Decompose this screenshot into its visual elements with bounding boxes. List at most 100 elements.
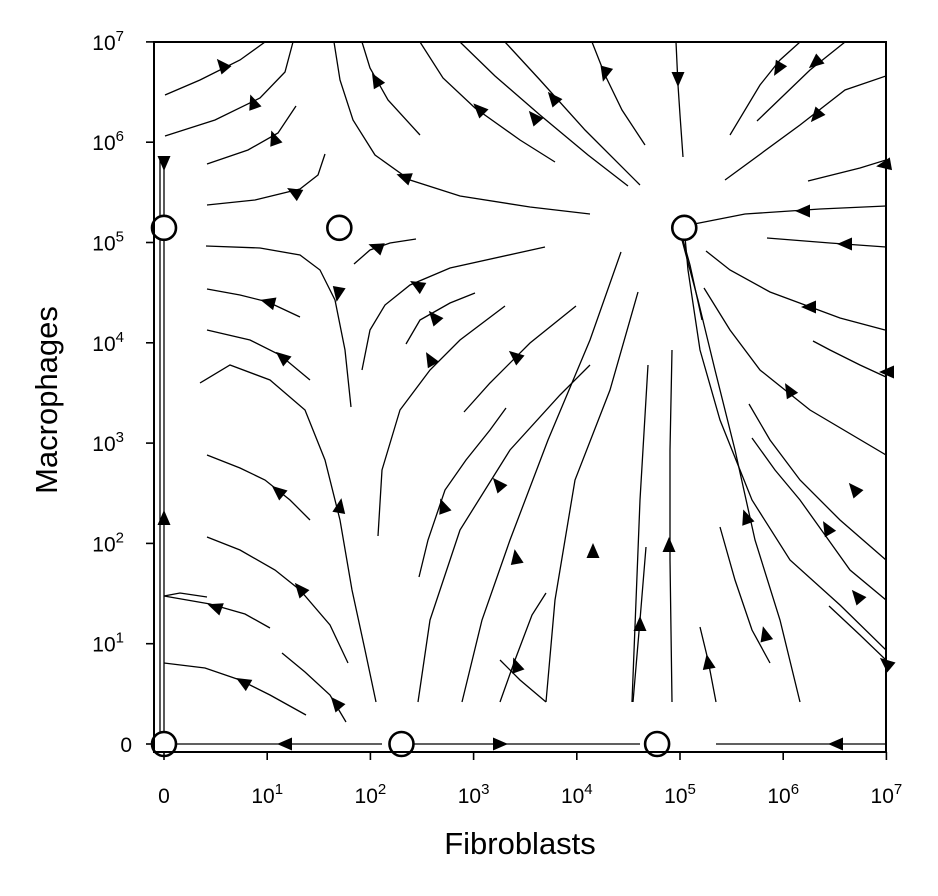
streamline [756,42,846,122]
streamline [812,340,886,378]
fixed-point-marker [388,730,415,758]
flow-arrow [528,110,544,127]
streamline [361,246,546,371]
flow-arrow [332,285,346,302]
flow-arrow [428,310,444,327]
flow-arrow [586,543,600,558]
flow-arrow [368,243,385,256]
streamline [703,287,886,456]
flow-arrow [633,616,647,631]
x-tick-label: 106 [767,781,799,808]
fixed-point-marker [150,214,178,242]
streamline [766,237,886,248]
flow-arrow [207,603,224,616]
streamline [405,292,476,345]
streamline [206,153,326,206]
streamline [163,595,271,629]
flow-arrow [277,737,292,751]
streamline [459,42,629,187]
streamline [164,42,294,137]
flow-arrow [372,73,386,90]
flow-arrow [287,188,304,202]
y-tick-label: 106 [92,128,124,155]
streamline [353,238,417,265]
y-axis-ticks: 0 101 102 103 104 105 106 107 [92,28,154,757]
flow-arrow [810,106,826,123]
x-tick-label: 0 [158,785,170,808]
flow-arrow [785,383,799,400]
streamline [675,42,684,158]
flow-arrow [270,130,283,147]
flow-arrow [294,582,310,599]
streamline [206,105,297,165]
flow-arrow [742,509,755,526]
streamline [417,364,591,703]
streamline [748,403,886,561]
y-tick-label: 107 [92,28,124,55]
flow-arrow [260,297,277,311]
streamline [729,42,801,136]
fixed-points [150,214,698,758]
flow-arrow [236,678,253,692]
fixed-point-marker [670,214,698,242]
flow-arrow [876,157,893,171]
y-tick-label: 101 [92,630,124,657]
flow-arrow [330,696,346,713]
flow-arrow [823,521,837,538]
x-tick-label: 102 [355,781,387,808]
x-tick-label: 103 [458,781,490,808]
streamline [418,407,507,578]
flow-arrow [271,485,288,501]
streamline [669,349,673,703]
flow-arrow [662,537,676,552]
y-tick-label: 105 [92,229,124,256]
flow-arrow [512,657,525,674]
streamline [683,225,886,651]
flow-arrow [547,91,563,108]
streamline [199,364,377,703]
fixed-point-marker [643,730,671,758]
streamline [591,42,646,146]
streamline [807,159,886,182]
x-tick-label: 101 [251,781,283,808]
flow-arrow [492,477,508,494]
flow-arrow [851,589,867,606]
flow-arrow [216,58,232,75]
flow-arrow [332,498,346,515]
x-axis-title: Fibroblasts [444,826,596,861]
x-tick-label: 107 [871,781,903,808]
flow-arrow [808,53,825,69]
stream-arrows [157,53,896,751]
flow-arrow [795,204,810,218]
flow-arrow [508,350,525,366]
flow-arrow [473,103,489,119]
y-tick-label: 102 [92,529,124,556]
flow-arrow [671,72,685,87]
x-tick-label: 104 [561,781,593,808]
streamline [206,329,311,381]
streamline [461,251,622,703]
streamline [504,42,641,186]
streamline [164,42,266,96]
flow-arrow [249,94,262,111]
streamline [719,526,771,664]
streamline [419,42,556,163]
flow-arrow [426,352,440,369]
flow-arrow [275,351,292,367]
flow-arrow [157,156,171,171]
streamline [361,42,421,136]
flow-arrow [600,65,614,82]
flow-arrow [801,300,816,314]
streamline [163,662,307,716]
y-tick-label: 103 [92,429,124,456]
flow-arrow [879,657,896,673]
flow-arrow [396,173,413,186]
streamline [206,536,349,664]
streamline [631,364,649,703]
streamline [333,42,591,215]
x-tick-label: 105 [664,781,696,808]
streamlines [159,42,886,745]
streamline [545,291,639,703]
